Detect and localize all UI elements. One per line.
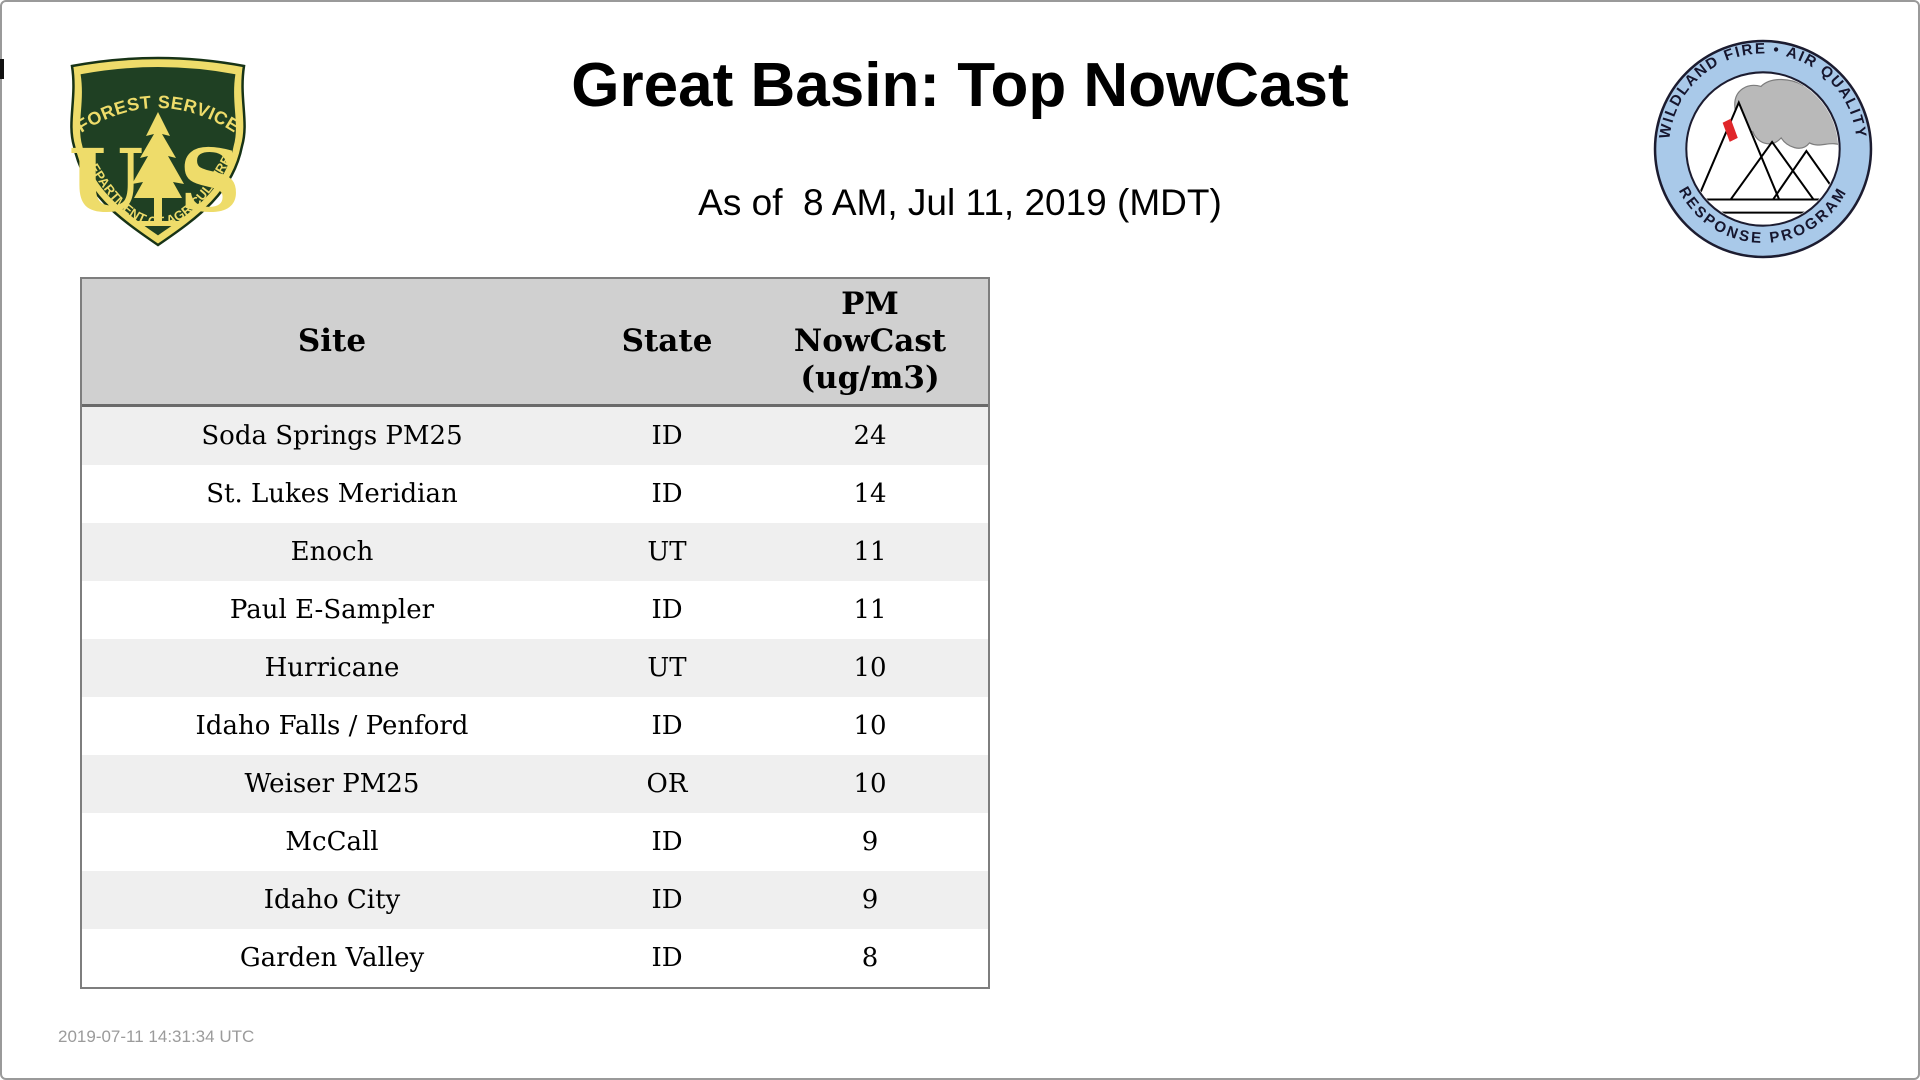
value-cell: 10 [853,711,887,741]
wf-mountain-right [1772,149,1839,201]
site-cell: Enoch [290,537,374,567]
site-cell: Paul E-Sampler [229,595,435,625]
page-subtitle: As of 8 AM, Jul 11, 2019 (MDT) [698,182,1222,223]
table-row: Paul E-Sampler ID 11 [82,581,988,639]
state-cell: ID [651,885,683,915]
fs-tree-icon [132,112,184,198]
state-cell: ID [651,421,683,451]
state-cell: ID [651,711,683,741]
table-row: Enoch UT 11 [82,523,988,581]
site-cell: Hurricane [264,653,400,683]
left-edge-artifact [0,59,4,79]
site-cell: Soda Springs PM25 [201,421,463,451]
fs-letter-s: S [179,131,241,232]
state-cell: ID [651,479,683,509]
nowcast-table: Site State PM NowCast (ug/m3) Soda Sprin… [80,277,990,989]
table-row: McCall ID 9 [82,813,988,871]
table-row: Garden Valley ID 8 [82,929,988,987]
state-cell: ID [651,827,683,857]
column-header-site: Site [297,323,367,359]
value-cell: 9 [861,827,879,857]
table-row: Hurricane UT 10 [82,639,988,697]
wildland-fire-air-quality-logo-icon: WILDLAND FIRE • AIR QUALITY RESPONSE PRO… [1653,39,1873,259]
column-header-pm-nowcast: PM NowCast (ug/m3) [793,286,947,396]
state-cell: UT [647,537,687,567]
wf-flame-icon [1722,118,1738,142]
fs-letter-u: U [69,131,144,232]
value-cell: 8 [861,943,879,973]
site-cell: Idaho Falls / Penford [195,711,469,741]
table-row: Idaho City ID 9 [82,871,988,929]
column-header-state: State [621,323,713,359]
page-title: Great Basin: Top NowCast [571,51,1349,120]
site-cell: McCall [285,827,379,857]
fs-tree-ground [134,221,182,226]
state-cell: ID [651,595,683,625]
table-row: Soda Springs PM25 ID 24 [82,407,988,465]
value-cell: 9 [861,885,879,915]
state-cell: ID [651,943,683,973]
generated-timestamp: 2019-07-11 14:31:34 UTC [58,1027,255,1046]
table-row: St. Lukes Meridian ID 14 [82,465,988,523]
value-cell: 11 [853,537,887,567]
site-cell: Weiser PM25 [244,769,420,799]
table-row: Weiser PM25 OR 10 [82,755,988,813]
table-row: Idaho Falls / Penford ID 10 [82,697,988,755]
site-cell: Garden Valley [239,943,425,973]
state-cell: UT [647,653,687,683]
value-cell: 10 [853,769,887,799]
table-header-row: Site State PM NowCast (ug/m3) [82,279,988,407]
value-cell: 14 [853,479,887,509]
site-cell: St. Lukes Meridian [206,479,458,509]
value-cell: 24 [853,421,887,451]
site-cell: Idaho City [263,885,401,915]
value-cell: 11 [853,595,887,625]
wf-mountain-middle [1729,140,1815,201]
forest-service-logo-icon: FOREST SERVICE U S DEPARTMENT OF AGRICUL… [69,56,246,247]
value-cell: 10 [853,653,887,683]
fs-tree-trunk [154,196,162,224]
state-cell: OR [646,769,688,799]
